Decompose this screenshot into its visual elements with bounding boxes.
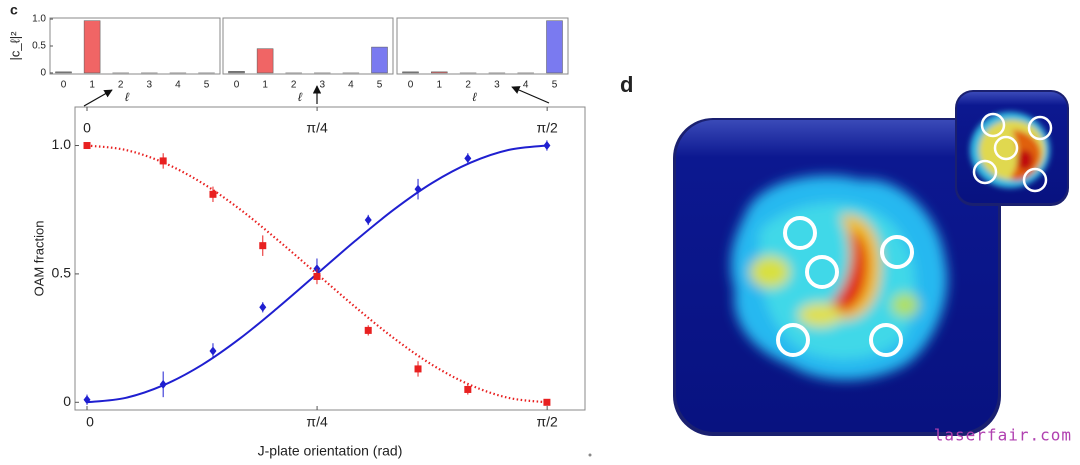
plot-frame	[49, 17, 221, 75]
data-point	[414, 365, 422, 373]
y-tick-label: 1.0	[32, 14, 46, 25]
x-tick-label: 1	[89, 80, 95, 91]
watermark: laserfair.com	[934, 426, 1072, 445]
data-point	[159, 379, 167, 389]
data-point	[543, 398, 551, 406]
arrow	[511, 86, 550, 104]
data-point	[83, 142, 91, 150]
x-axis-label: ℓ	[473, 90, 478, 104]
x-tick-label: 0	[408, 80, 414, 91]
x-tick-label: 4	[348, 80, 354, 91]
x-tick-label-top: π/2	[536, 120, 558, 136]
data-point	[414, 184, 422, 194]
data-point	[259, 302, 267, 312]
x-tick-label: 5	[552, 80, 558, 91]
y-tick-label: 0.5	[32, 41, 46, 52]
intensity-image	[673, 90, 1069, 436]
data-point	[83, 395, 91, 405]
x-tick-label: 5	[204, 80, 210, 91]
data-point	[209, 346, 217, 356]
panel-label: c	[10, 2, 18, 18]
x-tick-label: 3	[147, 80, 153, 91]
x-tick-label: 2	[118, 80, 124, 91]
data-point	[209, 190, 217, 198]
x-tick-label: 2	[465, 80, 471, 91]
plot-frame	[74, 106, 586, 411]
x-tick-label: 2	[291, 80, 297, 91]
x-tick-label: π/2	[536, 414, 558, 430]
plot-frame	[396, 17, 569, 75]
data-point	[259, 242, 267, 250]
x-tick-label: 3	[320, 80, 326, 91]
dot	[588, 453, 592, 457]
x-tick-label: 3	[494, 80, 500, 91]
bar	[546, 20, 563, 74]
y-tick-label: 1.0	[52, 136, 72, 152]
x-tick-label: 4	[523, 80, 529, 91]
y-axis-label: OAM fraction	[31, 221, 46, 297]
x-tick-label: 5	[377, 80, 383, 91]
data-point	[364, 326, 372, 334]
y-axis-label: |c_ℓ|²	[7, 31, 22, 61]
y-tick-label: 0	[63, 393, 71, 409]
x-axis-label: J-plate orientation (rad)	[258, 443, 403, 459]
bar	[256, 48, 274, 74]
data-point	[464, 385, 472, 393]
bar	[55, 71, 72, 74]
x-tick-label-top: 0	[83, 120, 91, 136]
x-tick-label: 0	[234, 80, 240, 91]
x-tick-label: 1	[262, 80, 268, 91]
bar	[371, 46, 388, 74]
x-tick-label: 4	[175, 80, 181, 91]
panel-label: d	[620, 72, 633, 97]
y-tick-label: 0.5	[52, 265, 72, 281]
x-tick-label: 0	[86, 414, 94, 430]
x-tick-label: π/4	[306, 414, 328, 430]
bar	[402, 71, 419, 74]
bar	[228, 71, 245, 74]
x-axis-label: ℓ	[125, 90, 130, 104]
x-axis-label: ℓ	[298, 90, 303, 104]
data-point	[313, 272, 321, 280]
plot-frame	[222, 17, 394, 75]
y-tick-label: 0	[40, 68, 46, 79]
data-point	[543, 141, 551, 151]
x-tick-label: 0	[61, 80, 67, 91]
x-tick-label: 1	[437, 80, 443, 91]
arrow	[83, 89, 113, 107]
data-point	[159, 157, 167, 165]
x-tick-label-top: π/4	[306, 120, 328, 136]
data-point	[364, 215, 372, 225]
bar	[83, 20, 101, 74]
bar	[431, 71, 448, 74]
data-point	[464, 153, 472, 163]
